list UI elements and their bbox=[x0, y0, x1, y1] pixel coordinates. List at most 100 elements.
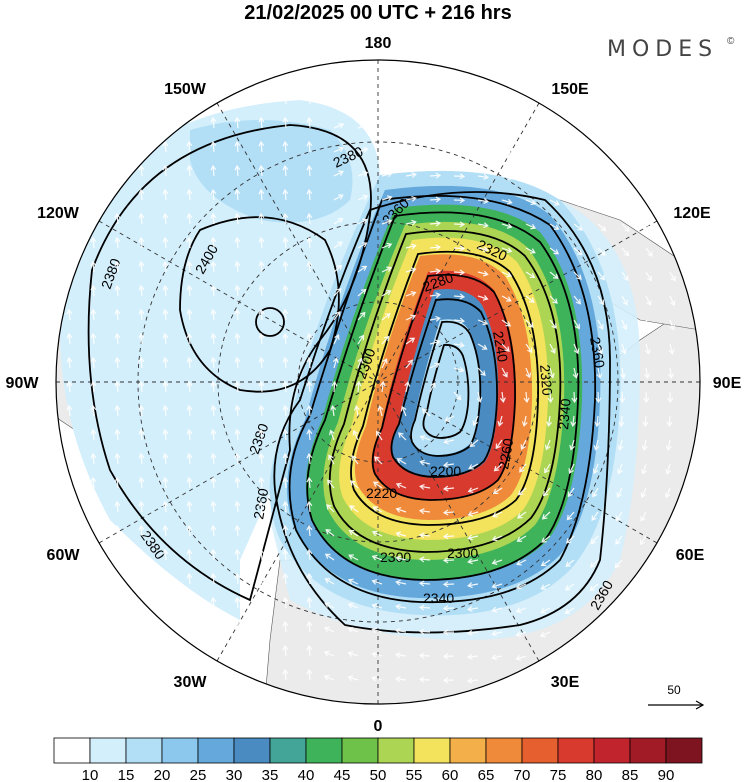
wind-arrow bbox=[620, 367, 627, 379]
wind-arrow bbox=[453, 293, 466, 300]
wind-arrow bbox=[90, 452, 97, 465]
colorbar-tick-label: 10 bbox=[82, 767, 99, 782]
wind-arrow bbox=[234, 260, 241, 273]
brand-copyright-mark: © bbox=[727, 36, 735, 47]
wind-arrow bbox=[525, 271, 536, 278]
wind-arrow bbox=[372, 481, 383, 489]
contour-label: 2220 bbox=[366, 485, 397, 501]
wind-arrow bbox=[138, 236, 145, 249]
wind-arrow bbox=[186, 164, 193, 177]
colorbar-swatch bbox=[557, 737, 595, 764]
contour-label: 2320 bbox=[537, 364, 556, 397]
wind-arrow bbox=[395, 627, 407, 634]
wind-arrow bbox=[258, 116, 265, 129]
wind-arrow bbox=[453, 149, 466, 156]
wind-arrow bbox=[597, 199, 607, 207]
wind-arrow bbox=[453, 101, 466, 108]
wind-arrow bbox=[328, 454, 335, 465]
wind-arrow bbox=[258, 644, 265, 657]
wind-arrow bbox=[138, 260, 145, 273]
colorbar-tick-label: 80 bbox=[586, 767, 603, 782]
wind-arrow bbox=[258, 308, 265, 321]
wind-arrow bbox=[66, 332, 73, 345]
shade-15-west bbox=[60, 100, 380, 620]
colorbar-tick-label: 20 bbox=[154, 767, 171, 782]
wind-arrow bbox=[138, 476, 145, 489]
contour-2280 bbox=[350, 250, 540, 526]
wind-arrow bbox=[667, 367, 674, 380]
wind-arrow bbox=[186, 452, 193, 465]
wind-arrow bbox=[639, 535, 647, 546]
wind-arrow bbox=[90, 404, 97, 417]
wind-arrow bbox=[162, 260, 169, 273]
wind-arrow bbox=[549, 175, 561, 182]
wind-arrow bbox=[210, 332, 217, 345]
wind-arrow bbox=[114, 236, 121, 249]
wind-arrow bbox=[351, 455, 359, 465]
wind-arrow bbox=[258, 596, 265, 609]
wind-arrow bbox=[477, 367, 486, 376]
wind-arrow bbox=[381, 219, 393, 225]
lon-label-120e: 120E bbox=[673, 205, 711, 222]
contour-2300 bbox=[328, 229, 562, 553]
wind-arrow bbox=[429, 268, 442, 275]
wind-arrow bbox=[282, 116, 289, 129]
wind-arrow bbox=[282, 620, 289, 633]
wind-arrow bbox=[453, 245, 466, 252]
wind-arrow bbox=[544, 439, 551, 451]
wind-arrow bbox=[333, 75, 345, 81]
colorbar-swatch bbox=[233, 737, 271, 764]
wind-arrow bbox=[210, 380, 217, 393]
wind-arrow bbox=[429, 124, 442, 131]
colorbar-swatch bbox=[413, 737, 451, 764]
wind-arrow bbox=[549, 223, 560, 230]
wind-arrow bbox=[442, 509, 455, 516]
wind-arrow bbox=[306, 620, 313, 633]
wind-arrow bbox=[394, 676, 407, 683]
wind-arrow bbox=[282, 356, 289, 369]
colorbar-tick-label: 85 bbox=[622, 767, 639, 782]
wind-arrow bbox=[405, 267, 417, 274]
wind-arrow bbox=[114, 524, 121, 537]
wind-arrow bbox=[138, 428, 145, 441]
wind-arrow bbox=[114, 452, 121, 465]
wind-arrow bbox=[90, 236, 97, 249]
contour-2200 bbox=[422, 344, 470, 439]
wind-arrow bbox=[282, 260, 289, 273]
wind-arrow bbox=[621, 223, 630, 232]
wind-arrow bbox=[333, 122, 345, 129]
colorbar-swatch bbox=[665, 737, 703, 764]
wind-arrow bbox=[619, 391, 626, 404]
wind-arrow bbox=[90, 260, 97, 273]
wind-arrow bbox=[352, 429, 359, 441]
wind-arrow bbox=[525, 151, 537, 157]
wind-arrow bbox=[258, 620, 265, 633]
wind-arrow bbox=[210, 308, 217, 321]
wind-arrow bbox=[442, 533, 455, 540]
wind-arrow bbox=[501, 367, 508, 378]
contour-label: 2360 bbox=[587, 336, 608, 370]
wind-arrow bbox=[374, 456, 383, 465]
wind-arrow bbox=[381, 313, 391, 321]
map-boundary bbox=[55, 59, 701, 705]
wind-arrow bbox=[405, 195, 417, 202]
wind-arrow bbox=[549, 127, 561, 134]
wind-arrow bbox=[306, 236, 313, 249]
wind-arrow bbox=[549, 343, 556, 354]
wind-arrow bbox=[234, 308, 241, 321]
wind-arrow bbox=[138, 380, 145, 393]
wind-arrow bbox=[66, 356, 73, 369]
wind-arrow bbox=[516, 535, 527, 542]
reference-arrow-head bbox=[695, 700, 705, 710]
wind-arrow bbox=[347, 602, 359, 609]
wind-arrow bbox=[282, 308, 289, 321]
wind-arrow bbox=[597, 223, 607, 232]
wind-arrow bbox=[234, 164, 241, 177]
wind-arrow bbox=[549, 199, 560, 206]
colorbar-swatch bbox=[341, 737, 379, 764]
wind-arrow bbox=[669, 271, 676, 282]
wind-arrow bbox=[573, 223, 583, 231]
wind-arrow bbox=[186, 596, 193, 609]
wind-arrow bbox=[443, 438, 455, 445]
wind-arrow bbox=[418, 580, 431, 587]
